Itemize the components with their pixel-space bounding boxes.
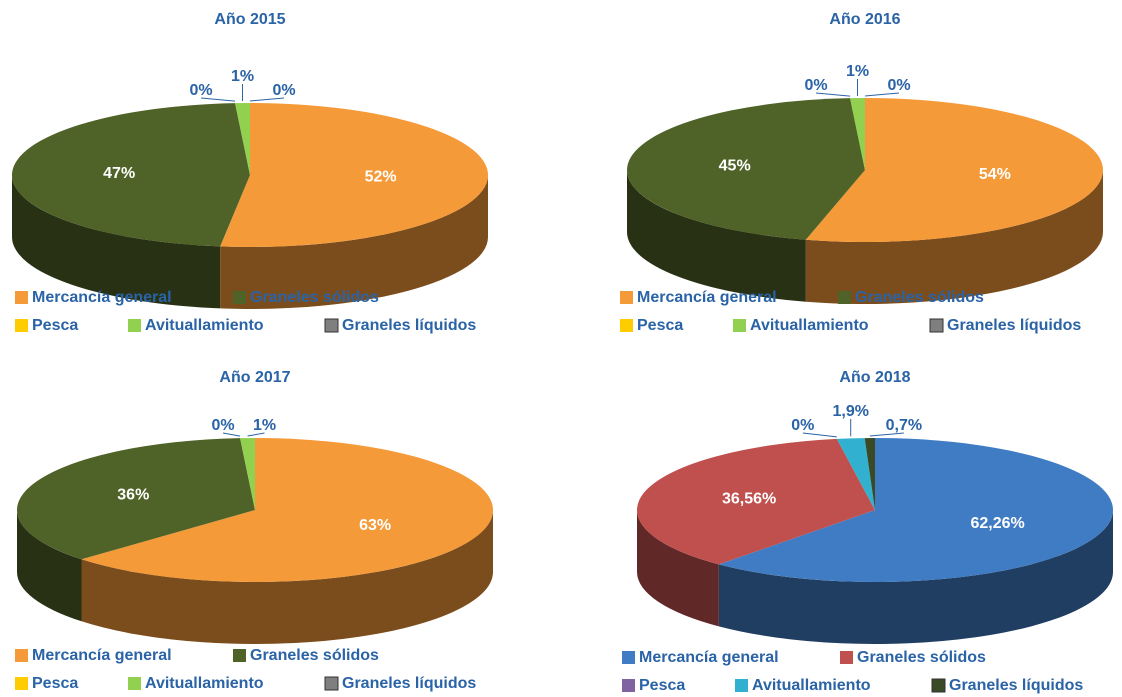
legend-label: Avituallamiento (145, 675, 264, 692)
leader-line (869, 432, 904, 437)
legend-swatch (929, 318, 944, 333)
data-label: 54% (979, 166, 1011, 183)
leader-line (249, 97, 285, 102)
legend-swatch (15, 291, 28, 304)
legend-swatch (622, 679, 635, 692)
legend-swatch (324, 676, 339, 691)
legend-swatch (324, 318, 339, 333)
legend-label: Graneles líquidos (947, 317, 1081, 334)
data-label: 0% (189, 82, 212, 99)
slice (850, 98, 865, 170)
leader-line (201, 97, 236, 102)
legend-label: Graneles sólidos (857, 649, 986, 666)
data-label: 63% (359, 517, 391, 534)
slice-side (805, 170, 1103, 304)
legend-swatch (735, 679, 748, 692)
legend-label: Mercancía general (32, 647, 172, 664)
data-label: 1% (846, 63, 869, 80)
data-label: 1,9% (832, 403, 868, 420)
slice-side (81, 510, 494, 645)
legend-label: Mercancía general (637, 289, 777, 306)
data-label: 1% (253, 417, 276, 434)
chart-title: Año 2018 (839, 369, 910, 386)
legend-label: Avituallamiento (752, 677, 871, 694)
slice (864, 438, 875, 510)
legend-label: Graneles líquidos (949, 677, 1083, 694)
legend-label: Avituallamiento (750, 317, 869, 334)
slice (12, 103, 250, 247)
leader-line (222, 432, 241, 437)
slice-side (17, 510, 82, 622)
legend-swatch (128, 677, 141, 690)
data-label: 47% (103, 165, 135, 182)
leader-line (864, 92, 900, 97)
slice (836, 438, 875, 510)
slice-side (627, 170, 806, 302)
legend-swatch (128, 319, 141, 332)
legend-label: Graneles líquidos (342, 317, 476, 334)
legend-label: Graneles sólidos (250, 647, 379, 664)
legend-label: Mercancía general (639, 649, 779, 666)
slice (81, 438, 493, 582)
legend-swatch (733, 319, 746, 332)
slice (636, 438, 875, 565)
legend-swatch (620, 291, 633, 304)
data-label: 36,56% (722, 490, 776, 507)
legend-swatch (15, 677, 28, 690)
slice (627, 98, 865, 240)
legend-label: Pesca (32, 317, 78, 334)
data-label: 62,26% (970, 515, 1024, 532)
legend-label: Graneles sólidos (855, 289, 984, 306)
chart-title: Año 2015 (214, 11, 285, 28)
data-label: 0% (211, 417, 234, 434)
legend-label: Mercancía general (32, 289, 172, 306)
slice (718, 438, 1114, 582)
legend-label: Graneles sólidos (250, 289, 379, 306)
data-label: 0% (272, 82, 295, 99)
legend-swatch (840, 651, 853, 664)
slice (805, 98, 1104, 242)
legend-swatch (233, 649, 246, 662)
legend-swatch (620, 319, 633, 332)
data-label: 45% (719, 157, 751, 174)
data-label: 52% (365, 169, 397, 186)
data-label: 36% (117, 487, 149, 504)
legend-label: Graneles líquidos (342, 675, 476, 692)
leader-line (247, 432, 265, 437)
legend-swatch (15, 319, 28, 332)
slice (220, 103, 489, 247)
legend-label: Pesca (639, 677, 685, 694)
leader-line (802, 432, 837, 438)
legend-swatch (233, 291, 246, 304)
legend-swatch (622, 651, 635, 664)
legend-label: Avituallamiento (145, 317, 264, 334)
data-label: 0,7% (886, 417, 922, 434)
slice-side (637, 510, 719, 627)
leader-line (816, 92, 851, 97)
slice (16, 438, 255, 560)
slice (235, 103, 250, 175)
data-label: 0% (887, 77, 910, 94)
slice (240, 438, 255, 510)
chart-title: Año 2017 (219, 369, 290, 386)
data-label: 1% (231, 68, 254, 85)
legend-label: Pesca (637, 317, 683, 334)
data-label: 0% (791, 417, 814, 434)
legend-swatch (838, 291, 851, 304)
legend-swatch (931, 678, 946, 693)
legend-label: Pesca (32, 675, 78, 692)
slice-side (718, 510, 1113, 644)
slice-side (12, 175, 221, 309)
chart-title: Año 2016 (829, 11, 900, 28)
data-label: 0% (804, 77, 827, 94)
legend-swatch (15, 649, 28, 662)
slice-side (220, 175, 488, 309)
